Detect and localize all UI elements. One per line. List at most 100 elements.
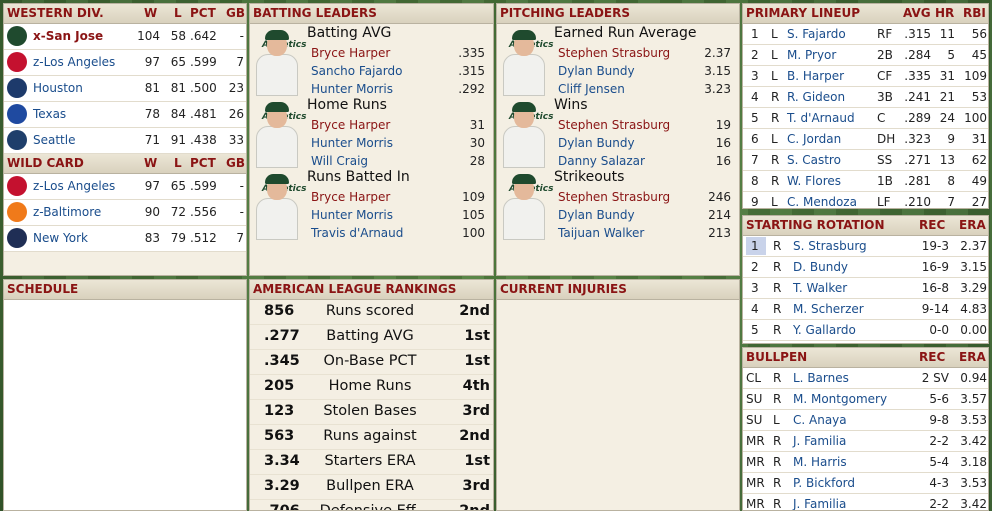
standings-row[interactable]: x-San Jose 104 58 .642 - — [4, 24, 246, 50]
team-name[interactable]: Texas — [33, 107, 67, 121]
leader-row[interactable]: Cliff Jensen 3.23 — [558, 80, 731, 98]
bullpen-row[interactable]: SU L C. Anaya 9-8 3.53 — [743, 410, 988, 431]
lineup-player[interactable]: W. Flores — [787, 174, 841, 188]
bullpen-row[interactable]: MR R M. Harris 5-4 3.18 — [743, 452, 988, 473]
leader-player[interactable]: Hunter Morris — [311, 82, 394, 96]
bullpen-era: 0.94 — [960, 371, 987, 385]
lineup-row[interactable]: 6 L C. Jordan DH .323 9 31 — [743, 129, 988, 150]
leader-player[interactable]: Hunter Morris — [311, 208, 394, 222]
lineup-row[interactable]: 4 R R. Gideon 3B .241 21 53 — [743, 87, 988, 108]
leader-player[interactable]: Dylan Bundy — [558, 208, 635, 222]
leader-player[interactable]: Taijuan Walker — [558, 226, 645, 240]
bullpen-row[interactable]: SU R M. Montgomery 5-6 3.57 — [743, 389, 988, 410]
leader-player[interactable]: Danny Salazar — [558, 154, 645, 168]
leader-row[interactable]: Hunter Morris 30 — [311, 134, 485, 152]
lineup-player[interactable]: C. Jordan — [787, 132, 842, 146]
lineup-row[interactable]: 8 R W. Flores 1B .281 8 49 — [743, 171, 988, 192]
rotation-player[interactable]: M. Scherzer — [793, 302, 864, 316]
rotation-row[interactable]: 4 R M. Scherzer 9-14 4.83 — [743, 299, 988, 320]
leader-row[interactable]: Stephen Strasburg 2.37 — [558, 44, 731, 62]
lineup-player[interactable]: M. Pryor — [787, 48, 837, 62]
leader-player[interactable]: Bryce Harper — [311, 190, 391, 204]
lineup-row[interactable]: 9 L C. Mendoza LF .210 7 27 — [743, 192, 988, 209]
bullpen-row[interactable]: MR R J. Familia 2-2 3.42 — [743, 431, 988, 452]
leader-player[interactable]: Stephen Strasburg — [558, 46, 671, 60]
leader-row[interactable]: Dylan Bundy 16 — [558, 134, 731, 152]
leader-row[interactable]: Bryce Harper 31 — [311, 116, 485, 134]
bullpen-player[interactable]: J. Familia — [793, 497, 847, 511]
team-name[interactable]: Seattle — [33, 133, 76, 147]
leader-row[interactable]: Hunter Morris 105 — [311, 206, 485, 224]
team-name[interactable]: Houston — [33, 81, 83, 95]
rotation-player[interactable]: T. Walker — [793, 281, 848, 295]
leader-player[interactable]: Stephen Strasburg — [558, 118, 671, 132]
team-name[interactable]: x-San Jose — [33, 29, 104, 43]
leader-player[interactable]: Dylan Bundy — [558, 136, 635, 150]
leader-value: .292 — [458, 82, 485, 96]
lineup-player[interactable]: S. Castro — [787, 153, 841, 167]
rotation-player[interactable]: Y. Gallardo — [793, 323, 856, 337]
lineup-row[interactable]: 1 L S. Fajardo RF .315 11 56 — [743, 24, 988, 45]
rankings-rows: 856 Runs scored 2nd .277 Batting AVG 1st .345 O… — [250, 300, 493, 510]
team-name[interactable]: z-Baltimore — [33, 205, 102, 219]
leader-row[interactable]: Sancho Fajardo .315 — [311, 62, 485, 80]
lineup-row[interactable]: 2 L M. Pryor 2B .284 5 45 — [743, 45, 988, 66]
leader-player[interactable]: Dylan Bundy — [558, 64, 635, 78]
leader-row[interactable]: Dylan Bundy 3.15 — [558, 62, 731, 80]
standings-row[interactable]: New York 83 79 .512 7 — [4, 226, 246, 252]
leader-player[interactable]: Bryce Harper — [311, 46, 391, 60]
leader-row[interactable]: Bryce Harper 109 — [311, 188, 485, 206]
leader-row[interactable]: Bryce Harper .335 — [311, 44, 485, 62]
leader-row[interactable]: Dylan Bundy 214 — [558, 206, 731, 224]
bullpen-row[interactable]: MR R J. Familia 2-2 3.42 — [743, 494, 988, 511]
lineup-player[interactable]: T. d'Arnaud — [787, 111, 855, 125]
ranking-label: Stolen Bases — [323, 403, 417, 419]
leader-row[interactable]: Taijuan Walker 213 — [558, 224, 731, 242]
standings-row[interactable]: z-Baltimore 90 72 .556 - — [4, 200, 246, 226]
standings-row[interactable]: Seattle 71 91 .438 33 — [4, 128, 246, 154]
lineup-player[interactable]: R. Gideon — [787, 90, 846, 104]
standings-row[interactable]: Houston 81 81 .500 23 — [4, 76, 246, 102]
team-name[interactable]: New York — [33, 231, 88, 245]
rotation-player[interactable]: D. Bundy — [793, 260, 849, 274]
bullpen-player[interactable]: M. Harris — [793, 455, 847, 469]
leader-player[interactable]: Bryce Harper — [311, 118, 391, 132]
leader-player[interactable]: Stephen Strasburg — [558, 190, 671, 204]
leader-player[interactable]: Will Craig — [311, 154, 369, 168]
leader-row[interactable]: Danny Salazar 16 — [558, 152, 731, 170]
bullpen-player[interactable]: C. Anaya — [793, 413, 847, 427]
lineup-rbi: 100 — [964, 111, 987, 125]
lineup-row[interactable]: 7 R S. Castro SS .271 13 62 — [743, 150, 988, 171]
leader-row[interactable]: Stephen Strasburg 246 — [558, 188, 731, 206]
bullpen-row[interactable]: MR R P. Bickford 4-3 3.53 — [743, 473, 988, 494]
leader-row[interactable]: Will Craig 28 — [311, 152, 485, 170]
rotation-player[interactable]: S. Strasburg — [793, 239, 867, 253]
bullpen-player[interactable]: P. Bickford — [793, 476, 856, 490]
lineup-row[interactable]: 3 L B. Harper CF .335 31 109 — [743, 66, 988, 87]
standings-row[interactable]: z-Los Angeles 97 65 .599 7 — [4, 50, 246, 76]
leader-player[interactable]: Hunter Morris — [311, 136, 394, 150]
leader-player[interactable]: Travis d'Arnaud — [311, 226, 404, 240]
bullpen-player[interactable]: M. Montgomery — [793, 392, 888, 406]
bullpen-role: SU — [746, 392, 763, 406]
lineup-row[interactable]: 5 R T. d'Arnaud C .289 24 100 — [743, 108, 988, 129]
leader-row[interactable]: Hunter Morris .292 — [311, 80, 485, 98]
rotation-row[interactable]: 3 R T. Walker 16-8 3.29 — [743, 278, 988, 299]
standings-row[interactable]: z-Los Angeles 97 65 .599 - — [4, 174, 246, 200]
leader-row[interactable]: Stephen Strasburg 19 — [558, 116, 731, 134]
team-name[interactable]: z-Los Angeles — [33, 55, 116, 69]
team-name[interactable]: z-Los Angeles — [33, 179, 116, 193]
lineup-player[interactable]: B. Harper — [787, 69, 845, 83]
rotation-row[interactable]: 1 R S. Strasburg 19-3 2.37 — [743, 236, 988, 257]
bullpen-player[interactable]: J. Familia — [793, 434, 847, 448]
rotation-row[interactable]: 2 R D. Bundy 16-9 3.15 — [743, 257, 988, 278]
standings-row[interactable]: Texas 78 84 .481 26 — [4, 102, 246, 128]
lineup-player[interactable]: S. Fajardo — [787, 27, 846, 41]
leader-player[interactable]: Sancho Fajardo — [311, 64, 403, 78]
leader-player[interactable]: Cliff Jensen — [558, 82, 625, 96]
bullpen-row[interactable]: CL R L. Barnes 2 SV 0.94 — [743, 368, 988, 389]
leader-row[interactable]: Travis d'Arnaud 100 — [311, 224, 485, 242]
bullpen-player[interactable]: L. Barnes — [793, 371, 849, 385]
rotation-row[interactable]: 5 R Y. Gallardo 0-0 0.00 — [743, 320, 988, 341]
lineup-player[interactable]: C. Mendoza — [787, 195, 857, 209]
